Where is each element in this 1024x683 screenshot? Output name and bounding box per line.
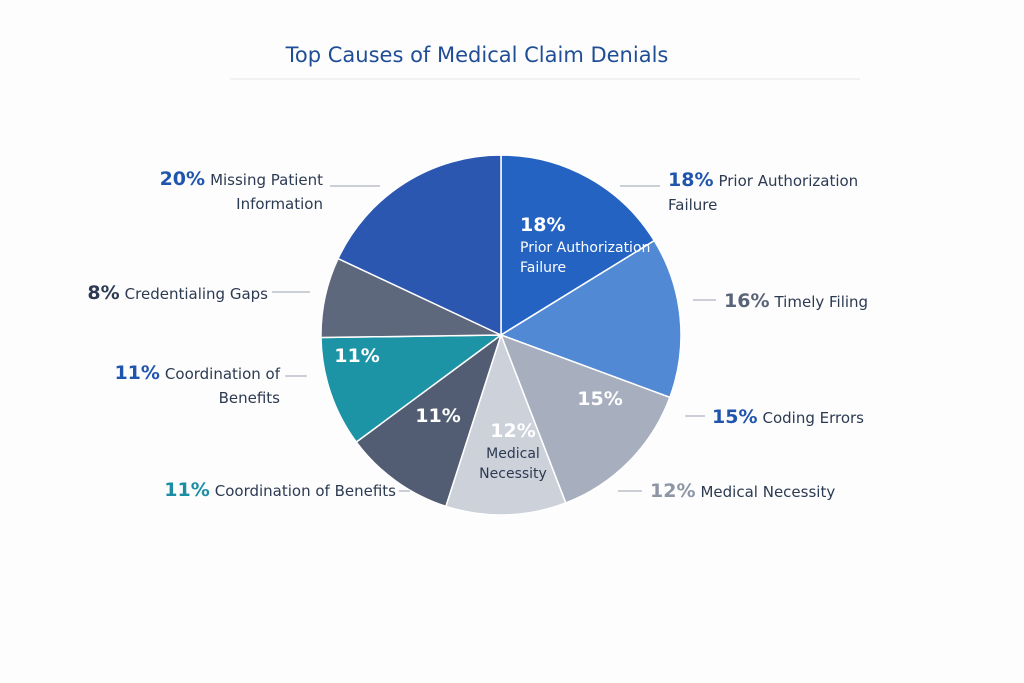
inside-label: 11% (398, 403, 478, 429)
category-label: Coordination of Benefits (164, 365, 280, 407)
pie-slice (320, 334, 504, 444)
value-label: 20% (159, 168, 206, 190)
outside-label: 12% Medical Necessity (650, 479, 870, 504)
outside-label: 8% Credentialing Gaps (68, 281, 268, 306)
chart-title: Top Causes of Medical Claim Denials (285, 43, 669, 67)
outside-label: 18% Prior Authorization Failure (668, 168, 898, 217)
inside-label: 15% (560, 386, 640, 412)
category-label: Credentialing Gaps (124, 285, 268, 303)
value-label: 11% (164, 479, 210, 501)
outside-label: 11% Coordination of Benefits (136, 478, 396, 503)
inside-value-label: 11% (415, 405, 461, 427)
category-label: Prior Authorization Failure (668, 172, 859, 214)
value-label: 11% (114, 362, 160, 384)
outside-label: 16% Timely Filing (724, 289, 924, 314)
inside-label: 12% Medical Necessity (473, 418, 553, 484)
pie-slice (337, 154, 502, 337)
category-label: Timely Filing (774, 293, 869, 311)
value-label: 8% (87, 282, 120, 304)
value-label: 12% (650, 480, 696, 502)
outside-label: 11% Coordination of Benefits (80, 361, 280, 410)
pie-slice (499, 333, 671, 504)
category-label: Medical Necessity (700, 483, 836, 501)
inside-value-label: 15% (577, 388, 623, 410)
inside-value-label: 11% (334, 345, 380, 367)
category-label: Coordination of Benefits (214, 482, 396, 500)
inside-value-label: 18% (520, 214, 566, 236)
pie-slice (355, 333, 503, 508)
outside-label: 20% Missing Patient Information (133, 167, 323, 216)
category-label: Coding Errors (762, 409, 864, 427)
value-label: 15% (712, 406, 758, 428)
pie-slice (500, 154, 656, 337)
inside-category-label: Medical Necessity (479, 446, 547, 482)
value-label: 18% (668, 169, 714, 191)
inside-value-label: 12% (490, 420, 536, 442)
inside-label: 11% (317, 343, 397, 369)
inside-label: 18% Prior Authorization Failure (520, 212, 670, 278)
outside-label: 15% Coding Errors (712, 405, 912, 430)
inside-category-label: Prior Authorization Failure (520, 240, 651, 276)
pie-slice (499, 239, 682, 399)
value-label: 16% (724, 290, 770, 312)
category-label: Missing Patient Information (210, 171, 323, 213)
pie-slice (444, 332, 567, 516)
